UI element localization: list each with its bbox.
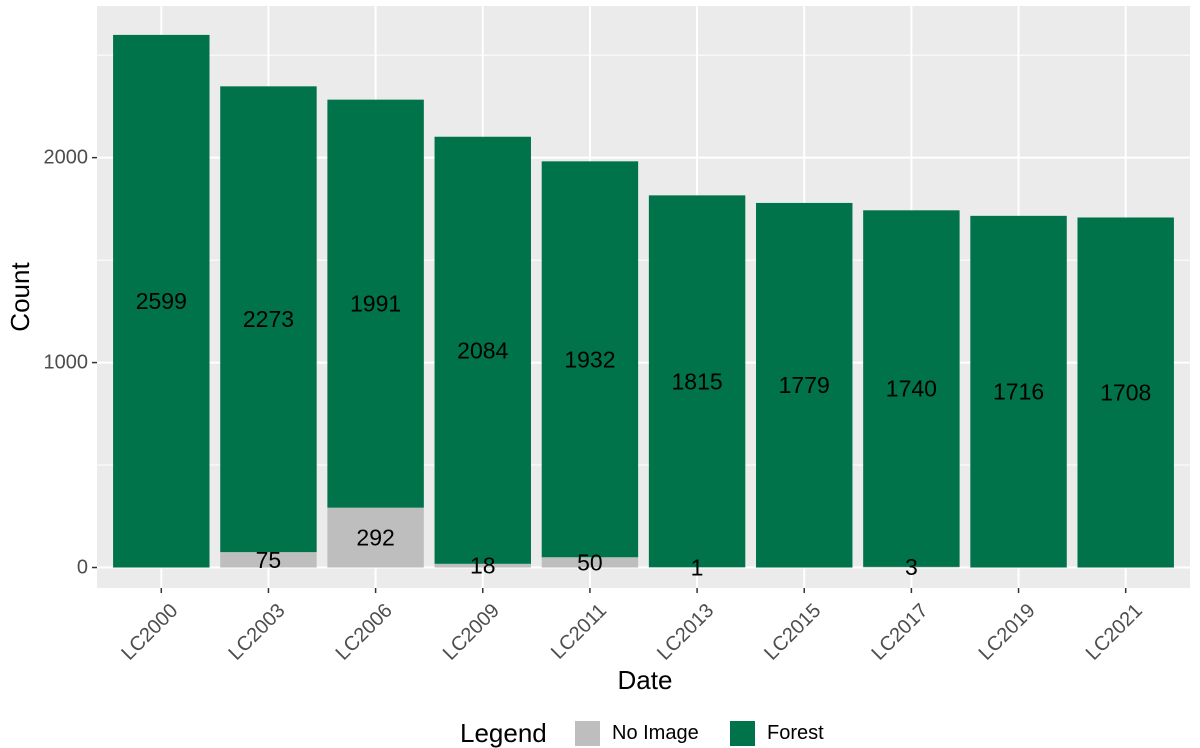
y-tick-label: 1000 xyxy=(44,352,89,374)
bar-forest xyxy=(113,34,210,568)
bar-forest xyxy=(970,215,1067,568)
data-label: 2273 xyxy=(243,306,294,332)
x-tick-label: LC2000 xyxy=(117,600,182,665)
data-label: 1716 xyxy=(993,379,1044,405)
data-label: 1932 xyxy=(564,346,615,372)
legend-swatch xyxy=(730,721,755,746)
bar-forest xyxy=(327,99,424,508)
data-label: 2599 xyxy=(136,288,187,314)
x-tick-label: LC2003 xyxy=(225,600,290,665)
data-labels: 75 292 18 50 1 3 2599 2273 1991 2084 1932 1815 1779 1… xyxy=(136,288,1152,580)
y-tick-label: 0 xyxy=(77,557,88,579)
bar-forest xyxy=(648,195,746,568)
y-tick-label: 2000 xyxy=(44,147,89,169)
data-label: 50 xyxy=(577,549,603,575)
x-tick-label: LC2017 xyxy=(867,600,932,665)
bar-forest xyxy=(756,202,853,568)
x-tick-label: LC2021 xyxy=(1082,600,1147,665)
bar-no-image xyxy=(541,557,639,568)
bar-forest xyxy=(863,210,960,567)
x-axis-title: Date xyxy=(618,665,673,695)
legend-entry-label: No Image xyxy=(612,722,699,744)
bar-no-image xyxy=(434,563,531,568)
data-label: 75 xyxy=(256,547,282,573)
bar-forest xyxy=(1077,217,1174,568)
bar-no-image xyxy=(327,507,424,568)
x-tick-label: LC2013 xyxy=(653,600,718,665)
bars xyxy=(113,34,1174,568)
bar-no-image xyxy=(863,566,960,568)
bar-forest xyxy=(434,136,531,564)
data-label: 1815 xyxy=(671,368,722,394)
bar-no-image xyxy=(220,552,317,568)
bar-forest xyxy=(541,161,639,558)
data-label: 2084 xyxy=(457,337,508,363)
data-label: 1779 xyxy=(779,372,830,398)
x-tick-label: LC2011 xyxy=(547,600,611,664)
legend-swatch xyxy=(575,721,600,746)
data-label: 3 xyxy=(905,554,918,580)
x-tick-label: LC2015 xyxy=(760,600,825,665)
data-label: 1740 xyxy=(886,376,937,402)
y-axis: 0 1000 2000 xyxy=(44,147,97,579)
bar-forest xyxy=(220,86,317,553)
x-tick-label: LC2009 xyxy=(439,600,504,665)
data-label: 18 xyxy=(470,553,496,579)
legend: Legend No Image Forest xyxy=(460,718,824,748)
data-label: 1991 xyxy=(350,291,401,317)
data-label: 1708 xyxy=(1100,379,1151,405)
x-tick-label: LC2006 xyxy=(332,600,397,665)
x-tick-label: LC2019 xyxy=(975,600,1040,665)
legend-title: Legend xyxy=(460,718,547,748)
y-axis-title: Count xyxy=(5,262,35,332)
data-label: 292 xyxy=(356,525,394,551)
x-axis: LC2000 LC2003 LC2006 LC2009 LC2011 LC2013 LC20… xyxy=(117,588,1147,665)
legend-entry-label: Forest xyxy=(767,722,824,744)
data-label: 1 xyxy=(691,554,704,580)
